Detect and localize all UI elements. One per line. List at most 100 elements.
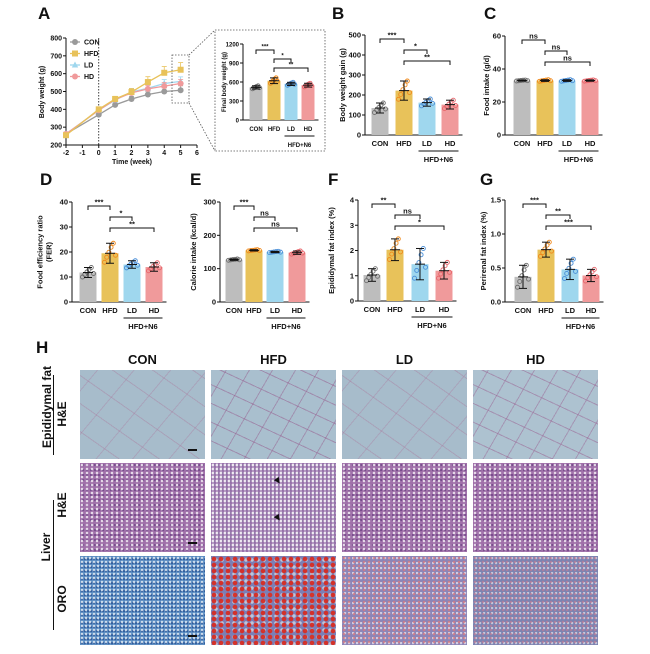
significance-label: *** <box>388 31 397 40</box>
data-point-hfd <box>112 95 119 102</box>
bar-hd <box>441 104 459 135</box>
y-axis-label: Epididymal fat index (%) <box>327 207 336 294</box>
legend-marker <box>72 39 78 45</box>
data-point <box>453 103 458 108</box>
scale-bar <box>188 449 197 451</box>
y-tick-label: 20 <box>493 98 501 107</box>
significance-bracket <box>544 61 591 66</box>
data-point <box>538 253 543 259</box>
data-point <box>295 249 301 255</box>
row-label-epididymal-fat: Epididymal fat <box>40 366 54 449</box>
data-point <box>515 284 520 290</box>
data-point <box>521 267 527 273</box>
x-tick-label: HD <box>445 139 456 148</box>
y-tick-label: 100 <box>203 264 216 273</box>
x-tick-label: HD <box>292 306 303 315</box>
legend-marker <box>71 61 79 68</box>
significance-label: ** <box>129 220 135 229</box>
data-point <box>113 252 118 258</box>
y-tick-label: 1.5 <box>491 196 501 205</box>
bar-con <box>225 259 243 302</box>
data-point <box>402 82 408 88</box>
data-point <box>366 275 372 280</box>
y-tick-label: 300 <box>348 71 361 80</box>
significance-label: *** <box>564 218 573 227</box>
y-tick-label: 4 <box>350 196 355 205</box>
x-tick-label: CON <box>515 306 532 315</box>
micrograph-fat-con <box>80 370 205 459</box>
data-point <box>396 96 401 102</box>
data-point <box>400 87 406 93</box>
bar-hfd <box>395 90 413 135</box>
data-point <box>157 265 162 271</box>
y-tick-label: 40 <box>493 65 501 74</box>
bar-ld <box>123 264 141 302</box>
micrograph-liver-oro-hfd <box>211 556 336 645</box>
x-tick-label: HD <box>149 306 160 315</box>
data-point <box>564 270 570 276</box>
y-tick-label: 30 <box>60 223 68 232</box>
y-axis-label: Food intake (g/d) <box>482 55 491 116</box>
legend-marker <box>72 73 78 80</box>
x-tick-label: LD <box>415 305 426 314</box>
micrograph-liver-he-hfd <box>211 463 336 552</box>
significance-bracket <box>233 205 255 210</box>
y-axis-label: Body weight (g) <box>39 66 46 119</box>
data-point <box>368 271 374 277</box>
data-point-con <box>161 88 168 95</box>
significance-label: ns <box>403 207 412 216</box>
x-tick-label: HD <box>439 305 450 314</box>
data-point <box>430 100 435 106</box>
y-tick-label: 1200 <box>226 43 240 49</box>
inset-box <box>214 29 326 152</box>
significance-bracket <box>521 39 546 44</box>
x-tick-label: LD <box>270 306 281 315</box>
y-tick-label: 200 <box>348 91 361 100</box>
x-tick-label: 6 <box>195 150 199 157</box>
x-tick-label: CON <box>364 305 381 314</box>
significance-label: ** <box>289 63 294 69</box>
data-point-hfd <box>95 106 102 113</box>
panel-label-f: F <box>328 170 339 189</box>
significance-label: * <box>120 209 123 218</box>
data-point <box>407 90 412 95</box>
group-label: HFD+N6 <box>288 143 312 149</box>
x-tick-label: LD <box>127 306 138 315</box>
panel-label-e: E <box>190 170 202 189</box>
data-point-hd <box>161 83 168 90</box>
significance-label: * <box>281 54 284 60</box>
data-point <box>135 262 140 268</box>
group-label: HFD+N6 <box>128 322 157 331</box>
bar-con <box>79 272 97 302</box>
data-point <box>389 251 395 257</box>
micrograph-fat-ld <box>342 370 467 459</box>
x-tick-label: HFD <box>538 306 554 315</box>
bar-hd <box>288 252 306 302</box>
bar-hfd <box>537 249 555 302</box>
data-point <box>540 250 546 256</box>
x-tick-label: CON <box>372 139 389 148</box>
micrograph-liver-oro-ld <box>342 556 467 645</box>
data-point-con <box>128 95 135 102</box>
data-point <box>393 240 399 246</box>
y-tick-label: 800 <box>50 36 62 43</box>
x-tick-label: 5 <box>179 150 183 157</box>
data-point-con <box>112 101 119 108</box>
significance-bracket <box>273 67 309 72</box>
y-tick-label: 500 <box>50 89 62 96</box>
data-point <box>436 275 441 281</box>
significance-bracket <box>545 214 571 219</box>
y-tick-label: 20 <box>60 248 68 257</box>
x-tick-label: 0 <box>97 150 101 157</box>
significance-label: ns <box>260 209 269 218</box>
data-point <box>398 249 403 255</box>
x-tick-label: 4 <box>162 150 166 157</box>
data-point <box>440 267 446 273</box>
bar-hfd <box>536 80 554 135</box>
significance-bracket <box>253 216 276 221</box>
data-point-con <box>95 111 102 118</box>
data-point <box>104 254 110 260</box>
x-tick-label: HFD <box>387 305 403 314</box>
x-tick-label: HD <box>586 306 597 315</box>
